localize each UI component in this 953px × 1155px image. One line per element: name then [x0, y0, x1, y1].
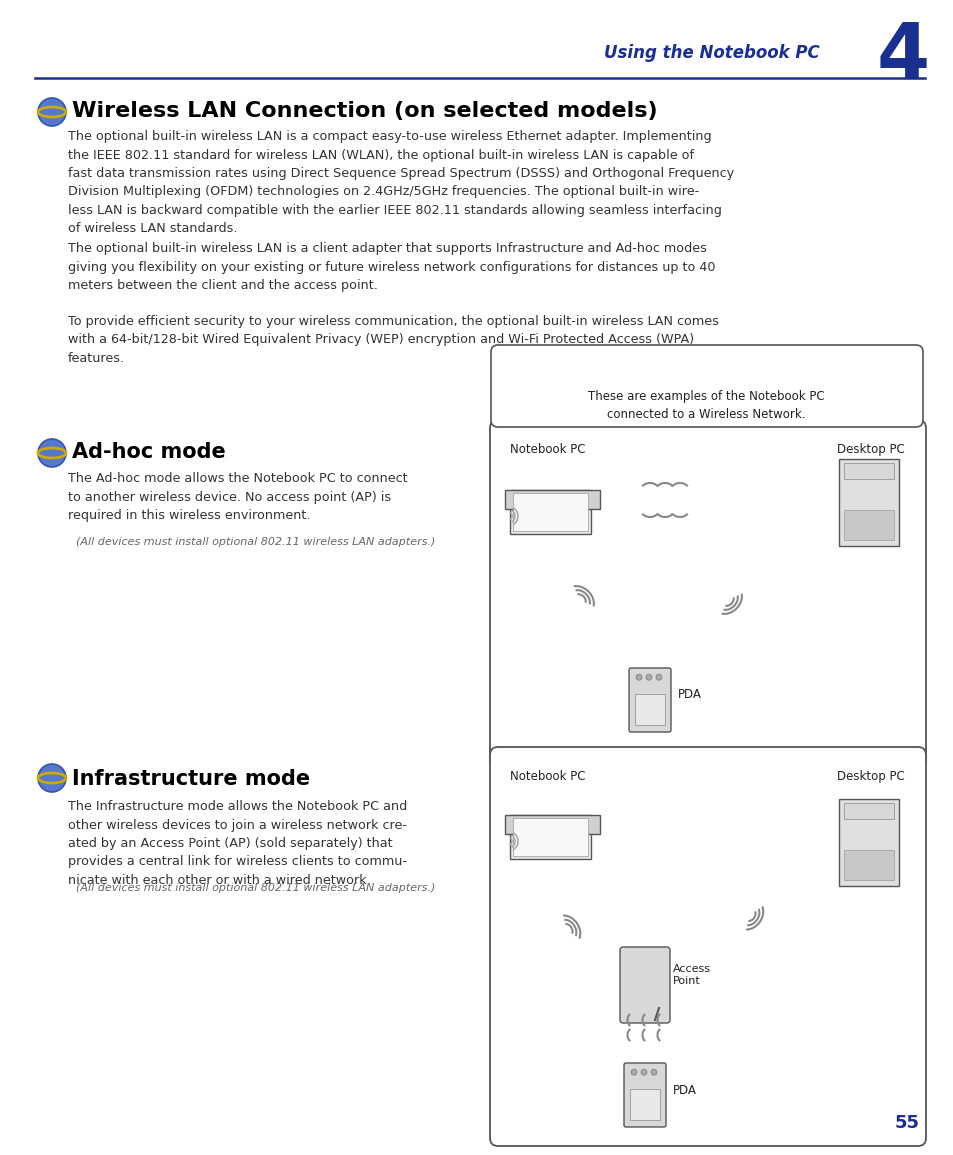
Circle shape [636, 675, 641, 680]
Circle shape [650, 1070, 657, 1075]
Text: Desktop PC: Desktop PC [837, 444, 904, 456]
Text: (All devices must install optional 802.11 wireless LAN adapters.): (All devices must install optional 802.1… [76, 537, 435, 547]
FancyBboxPatch shape [510, 815, 590, 858]
Circle shape [38, 98, 66, 126]
FancyBboxPatch shape [490, 420, 925, 768]
FancyBboxPatch shape [629, 1089, 659, 1120]
Circle shape [38, 763, 66, 792]
FancyBboxPatch shape [635, 694, 664, 725]
Text: Access
Point: Access Point [672, 963, 710, 986]
Text: The Ad-hoc mode allows the Notebook PC to connect
to another wireless device. No: The Ad-hoc mode allows the Notebook PC t… [68, 472, 407, 522]
Circle shape [656, 675, 661, 680]
Text: PDA: PDA [672, 1083, 696, 1096]
FancyBboxPatch shape [838, 459, 898, 546]
Text: Wireless LAN Connection (on selected models): Wireless LAN Connection (on selected mod… [71, 100, 657, 121]
Text: Notebook PC: Notebook PC [510, 444, 585, 456]
Text: Desktop PC: Desktop PC [837, 770, 904, 783]
FancyBboxPatch shape [843, 511, 893, 541]
FancyBboxPatch shape [504, 815, 599, 834]
FancyBboxPatch shape [513, 818, 587, 856]
FancyBboxPatch shape [490, 747, 925, 1146]
Text: Infrastructure mode: Infrastructure mode [71, 769, 310, 789]
Circle shape [38, 439, 66, 467]
FancyBboxPatch shape [623, 1063, 665, 1127]
Circle shape [645, 675, 651, 680]
Text: Notebook PC: Notebook PC [510, 770, 585, 783]
FancyBboxPatch shape [504, 490, 599, 508]
FancyBboxPatch shape [510, 490, 590, 534]
Text: 4: 4 [876, 20, 929, 94]
Text: Ad-hoc mode: Ad-hoc mode [71, 442, 226, 462]
FancyBboxPatch shape [628, 668, 670, 732]
Circle shape [640, 1070, 646, 1075]
Text: (All devices must install optional 802.11 wireless LAN adapters.): (All devices must install optional 802.1… [76, 884, 435, 893]
FancyBboxPatch shape [838, 799, 898, 886]
Text: The Infrastructure mode allows the Notebook PC and
other wireless devices to joi: The Infrastructure mode allows the Noteb… [68, 800, 407, 887]
FancyBboxPatch shape [513, 493, 587, 530]
Text: PDA: PDA [678, 688, 701, 701]
FancyBboxPatch shape [843, 804, 893, 819]
Text: To provide efficient security to your wireless communication, the optional built: To provide efficient security to your wi… [68, 315, 719, 365]
Text: 55: 55 [894, 1115, 919, 1132]
Text: The optional built-in wireless LAN is a compact easy-to-use wireless Ethernet ad: The optional built-in wireless LAN is a … [68, 131, 734, 236]
Text: These are examples of the Notebook PC
connected to a Wireless Network.: These are examples of the Notebook PC co… [587, 390, 823, 420]
FancyBboxPatch shape [843, 463, 893, 478]
Text: The optional built-in wireless LAN is a client adapter that supports Infrastruct: The optional built-in wireless LAN is a … [68, 243, 715, 292]
FancyBboxPatch shape [843, 850, 893, 880]
Text: Using the Notebook PC: Using the Notebook PC [603, 44, 820, 62]
FancyBboxPatch shape [491, 345, 923, 427]
Circle shape [630, 1070, 637, 1075]
FancyBboxPatch shape [619, 947, 669, 1023]
